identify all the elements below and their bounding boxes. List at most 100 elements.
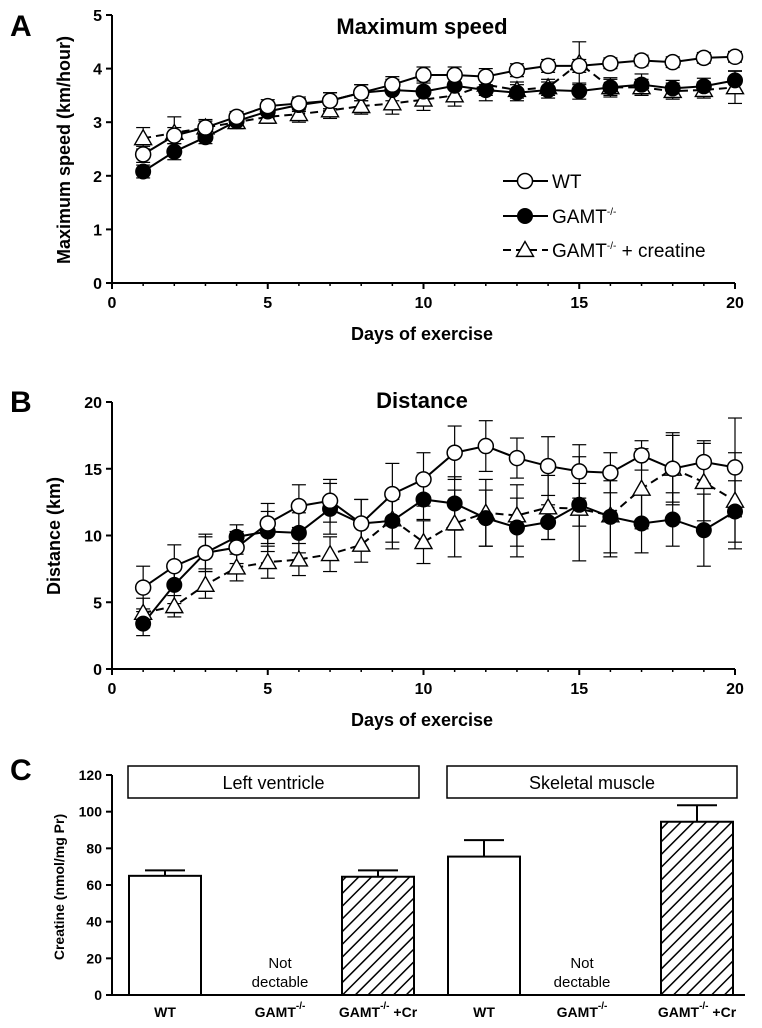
group-label-skeletal: Skeletal muscle — [529, 773, 655, 793]
x-tick-label-a: 15 — [570, 295, 588, 312]
not-detectable-label: dectable — [554, 974, 611, 991]
data-point-wt-b — [633, 447, 650, 464]
y-tick-label-c: 40 — [86, 914, 102, 930]
data-point-cr-a — [320, 100, 340, 118]
data-point-cr-b — [694, 472, 714, 490]
x-category-label: GAMT-/- +Cr — [339, 1001, 418, 1020]
y-tick-label-b: 5 — [93, 595, 102, 612]
chart-title-b: Distance — [376, 388, 468, 413]
x-category-label: WT — [154, 1004, 176, 1020]
y-tick-label-c: 80 — [86, 840, 102, 856]
panel-letter-c: C — [10, 754, 32, 787]
data-point-ko-b — [633, 515, 650, 532]
data-point-ko-b — [290, 524, 307, 541]
data-point-wt-a — [477, 68, 495, 85]
x-category-label-sup: -/- — [296, 1001, 305, 1012]
data-point-wt-a — [384, 76, 401, 93]
data-point-cr-a — [444, 85, 465, 103]
x-category-label-base: WT — [154, 1004, 176, 1020]
legend-label-wt: WT — [552, 172, 582, 193]
data-point-wt-a — [134, 146, 152, 163]
x-category-label-suffix: +Cr — [390, 1004, 418, 1020]
data-point-ko-a — [540, 82, 557, 99]
panel-c: C Creatine (nmol/mg Pr) 0 20 40 60 80 100 120 L… — [10, 754, 745, 1020]
data-point-ko-b — [384, 512, 401, 529]
data-point-wt-b — [166, 557, 183, 575]
data-point-ko-b — [508, 519, 525, 536]
series-line-wt-a — [142, 55, 736, 156]
x-category-label-base: GAMT — [658, 1004, 700, 1020]
data-point-wt-b — [664, 460, 681, 477]
y-tick-label-a: 0 — [93, 276, 102, 293]
data-point-wt-b — [726, 459, 744, 476]
bar — [341, 875, 415, 996]
legend-label-ko-sup: -/- — [607, 207, 616, 218]
data-point-ko-b — [540, 514, 557, 531]
y-tick-label-b: 0 — [93, 662, 102, 679]
legend-label-wt-base: WT — [552, 172, 582, 193]
data-point-wt-b — [539, 457, 557, 475]
data-point-wt-a — [602, 54, 619, 72]
data-point-cr-a — [351, 96, 371, 114]
data-point-ko-b — [477, 510, 494, 527]
x-category-label: GAMT-/- — [255, 1001, 306, 1020]
x-tick-label-a: 20 — [726, 295, 744, 312]
data-point-wt-b — [352, 515, 370, 532]
data-point-wt-a — [508, 61, 526, 79]
data-point-wt-b — [134, 579, 152, 596]
group-box-skeletal — [446, 765, 738, 799]
x-category-label-base: WT — [473, 1004, 495, 1020]
plot-area-c: 0 20 40 60 80 100 120 Left ventricle Skeletal mu… — [79, 765, 745, 1020]
plot-area-b: 0 5 10 15 20 0 5 10 15 20 — [84, 395, 745, 698]
data-point-wt-a — [166, 127, 183, 144]
x-category-label-sup: -/- — [699, 1001, 708, 1012]
data-point-cr-b — [226, 557, 247, 575]
data-point-cr-a — [382, 93, 403, 111]
data-point-cr-b — [538, 497, 558, 515]
y-tick-label-a: 3 — [93, 115, 102, 132]
data-point-wt-a — [228, 108, 245, 126]
data-point-cr-b — [444, 513, 465, 531]
panel-a: A Maximum speed Days of exercise Maximum… — [10, 8, 745, 344]
bar — [660, 820, 734, 996]
data-point-ko-a — [571, 83, 588, 100]
data-point-ko-b — [602, 508, 619, 525]
data-point-cr-b — [351, 534, 371, 552]
bar — [447, 855, 521, 996]
x-category-label-sup: -/- — [380, 1001, 389, 1012]
data-point-wt-b — [602, 464, 619, 482]
data-point-ko-b — [166, 576, 183, 593]
data-point-wt-b — [384, 485, 401, 503]
group-label-ventricle: Left ventricle — [222, 773, 324, 793]
not-detectable-label: dectable — [252, 974, 309, 991]
data-point-ko-a — [166, 143, 183, 160]
data-point-wt-a — [415, 66, 432, 84]
data-point-ko-a — [695, 78, 712, 95]
x-tick-label-b: 20 — [726, 681, 744, 698]
data-point-cr-b — [631, 478, 652, 496]
y-tick-label-a: 2 — [93, 169, 102, 186]
not-detectable-label: Not — [268, 955, 292, 972]
chart-title-a: Maximum speed — [336, 14, 507, 39]
legend-marker-cr — [515, 240, 535, 258]
group-box-ventricle — [127, 765, 420, 799]
panel-b: B Distance Days of exercise Distance (km… — [10, 386, 745, 730]
y-tick-label-a: 5 — [93, 8, 102, 25]
data-point-wt-b — [477, 437, 495, 455]
data-point-wt-b — [228, 539, 245, 556]
legend-label-cr: GAMT-/- + creatine — [552, 241, 706, 262]
data-point-ko-b — [664, 511, 681, 528]
data-point-wt-a — [726, 48, 744, 66]
data-point-ko-a — [727, 72, 743, 89]
data-point-wt-b — [415, 471, 432, 488]
data-point-ko-b — [695, 522, 712, 539]
x-axis-label-a: Days of exercise — [351, 324, 493, 344]
legend-label-ko: GAMT-/- — [552, 207, 616, 228]
data-point-ko-a — [633, 76, 650, 93]
data-point-ko-b — [727, 503, 743, 520]
data-point-cr-b — [320, 544, 340, 562]
x-tick-label-b: 5 — [263, 681, 272, 698]
data-point-wt-a — [633, 52, 650, 69]
data-point-cr-b — [258, 552, 278, 570]
x-tick-label-a: 5 — [263, 295, 272, 312]
